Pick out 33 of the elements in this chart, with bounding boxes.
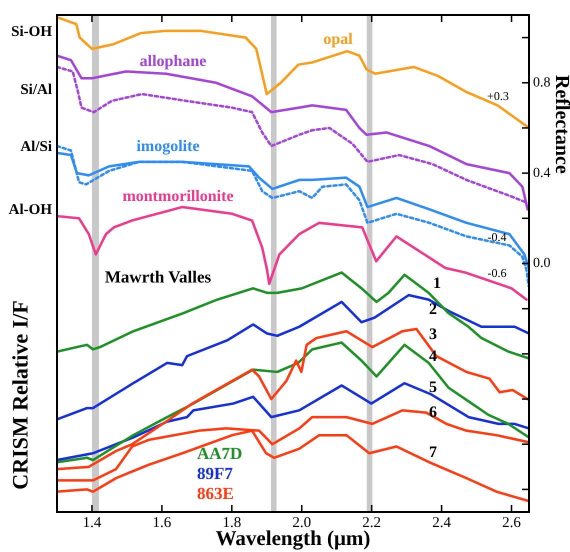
annotation: 1 — [433, 275, 441, 292]
text: Si/Al — [20, 82, 52, 98]
y-tick-label: 0.4 — [533, 166, 550, 181]
text: Al-OH — [8, 202, 52, 218]
annotation: 5 — [429, 379, 437, 396]
annotation: 2 — [429, 301, 437, 318]
x-tick-label: 2.4 — [432, 514, 452, 531]
annotation: Mawrth Valles — [104, 267, 212, 286]
x-tick-label: 1.4 — [82, 514, 102, 531]
series-label: allophane — [140, 53, 206, 70]
text: 89F7 — [197, 464, 234, 484]
x-tick-label: 2.2 — [362, 514, 382, 531]
text: Al/Si — [20, 138, 52, 155]
series-label: imogolite — [136, 138, 200, 156]
annotation: 4 — [429, 348, 437, 366]
annotation: 7 — [429, 444, 437, 462]
text: Si-OH — [11, 24, 52, 40]
annotation: -0.6 — [488, 266, 506, 280]
series-label: opal — [323, 31, 354, 48]
text: AA7D — [197, 444, 242, 464]
x-tick-label: 1.8 — [222, 514, 242, 531]
annotation: -0.4 — [488, 230, 506, 244]
x-tick-label: 2.0 — [292, 514, 312, 531]
y-tick-label: 0.0 — [533, 256, 550, 272]
text: 863E — [197, 484, 235, 504]
series-label: montmorillonite — [122, 188, 234, 206]
x-tick-label: 1.6 — [152, 514, 172, 531]
x-tick-label: 2.6 — [502, 514, 522, 531]
y-axis-title: Reflectance — [550, 74, 570, 174]
y-tick-label: 0.8 — [533, 75, 550, 90]
annotation: +0.3 — [487, 89, 509, 104]
annotation: 3 — [429, 326, 437, 344]
text: CRISM Relative I/F — [8, 300, 33, 490]
